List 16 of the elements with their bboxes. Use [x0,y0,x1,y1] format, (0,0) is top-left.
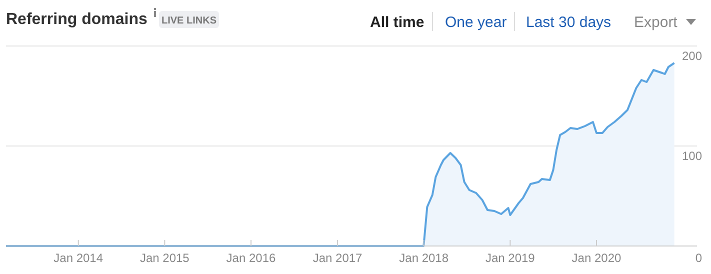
x-tick-label: Jan 2019 [485,251,536,265]
text: LIVE LINKS [161,16,217,26]
y-tick-label: 0 [695,251,702,265]
text: Export [634,14,678,31]
x-tick-label: Jan 2020 [572,251,622,265]
text: One year [445,14,507,31]
text: Last 30 days [526,14,612,31]
x-tick-label: Jan 2016 [226,251,276,265]
y-tick-label: 100 [682,149,702,163]
y-tick-label: 200 [682,49,702,63]
text: All time [370,14,424,31]
x-tick-label: Jan 2018 [399,251,449,265]
x-tick-label: Jan 2014 [54,251,104,265]
chart-title: Referring domains [6,11,148,28]
x-tick-label: Jan 2017 [312,251,363,265]
x-tick-label: Jan 2015 [140,251,190,265]
